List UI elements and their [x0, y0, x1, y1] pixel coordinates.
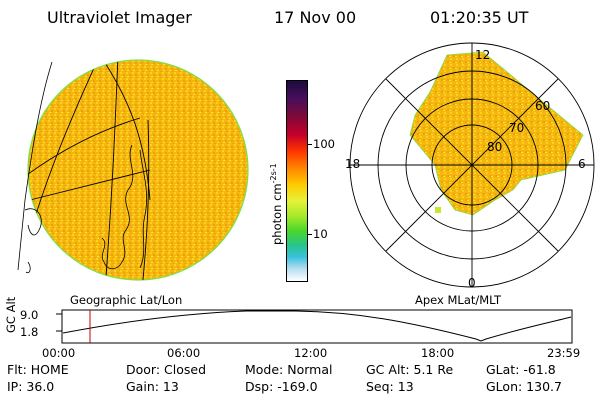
- altitude-curve: [62, 310, 572, 342]
- geographic-image: [17, 59, 249, 281]
- colorbar-label-100: 100: [313, 137, 335, 151]
- observation-date: 17 Nov 00: [274, 8, 357, 27]
- auroral-spot: [435, 207, 441, 213]
- altitude-tick-low: 1.8: [20, 325, 39, 339]
- info-gc-alt: GC Alt: 5.1 Re: [366, 362, 454, 377]
- disk-limb: [27, 59, 249, 281]
- mlt-label-6: 6: [578, 157, 586, 171]
- color-scale-bar: [286, 80, 308, 282]
- time-tick-0600: 06:00: [167, 346, 201, 360]
- polar-grid: [349, 42, 595, 288]
- time-tick-1200: 12:00: [294, 346, 328, 360]
- altitude-tick-high: 9.0: [20, 308, 39, 322]
- instrument-title: Ultraviolet Imager: [47, 8, 192, 27]
- altitude-timeline: [56, 309, 573, 344]
- info-gain: Gain: 13: [126, 379, 179, 394]
- emission-disk: [28, 60, 248, 280]
- coastline: [17, 61, 148, 274]
- tick-10: [307, 234, 312, 235]
- observation-time: 01:20:35 UT: [430, 8, 529, 27]
- mlat-label-80: 80: [487, 140, 502, 154]
- lat-lon-grid: [28, 60, 151, 280]
- time-tick-0000: 00:00: [42, 346, 76, 360]
- info-dsp: Dsp: -169.0: [245, 379, 318, 394]
- colorbar-units-text: photon cm: [270, 183, 284, 245]
- info-ip: IP: 36.0: [7, 379, 55, 394]
- mlt-label-18: 18: [345, 157, 360, 171]
- geographic-caption: Geographic Lat/Lon: [70, 293, 183, 307]
- time-tick-1800: 18:00: [421, 346, 455, 360]
- info-glat: GLat: -61.8: [486, 362, 556, 377]
- colorbar-label-10: 10: [313, 227, 328, 241]
- info-mode: Mode: Normal: [245, 362, 333, 377]
- info-flt: Flt: HOME: [7, 362, 69, 377]
- apex-caption: Apex MLat/MLT: [415, 293, 502, 307]
- mlat-label-60: 60: [535, 99, 550, 113]
- info-seq: Seq: 13: [366, 379, 414, 394]
- tick-100: [307, 144, 312, 145]
- colorbar-units-exponent: -2s-1: [269, 163, 278, 184]
- mlat-label-70: 70: [509, 121, 524, 135]
- time-tick-2359: 23:59: [547, 346, 581, 360]
- mlt-label-12: 12: [475, 48, 490, 62]
- info-glon: GLon: 130.7: [486, 379, 562, 394]
- colorbar-units: photon cm-2s-1: [269, 163, 286, 245]
- polar-plot: 12 18 6 0 60 70 80: [345, 42, 595, 290]
- info-door: Door: Closed: [126, 362, 207, 377]
- mlt-label-0: 0: [468, 276, 476, 290]
- altitude-axis-title: GC Alt: [4, 296, 18, 333]
